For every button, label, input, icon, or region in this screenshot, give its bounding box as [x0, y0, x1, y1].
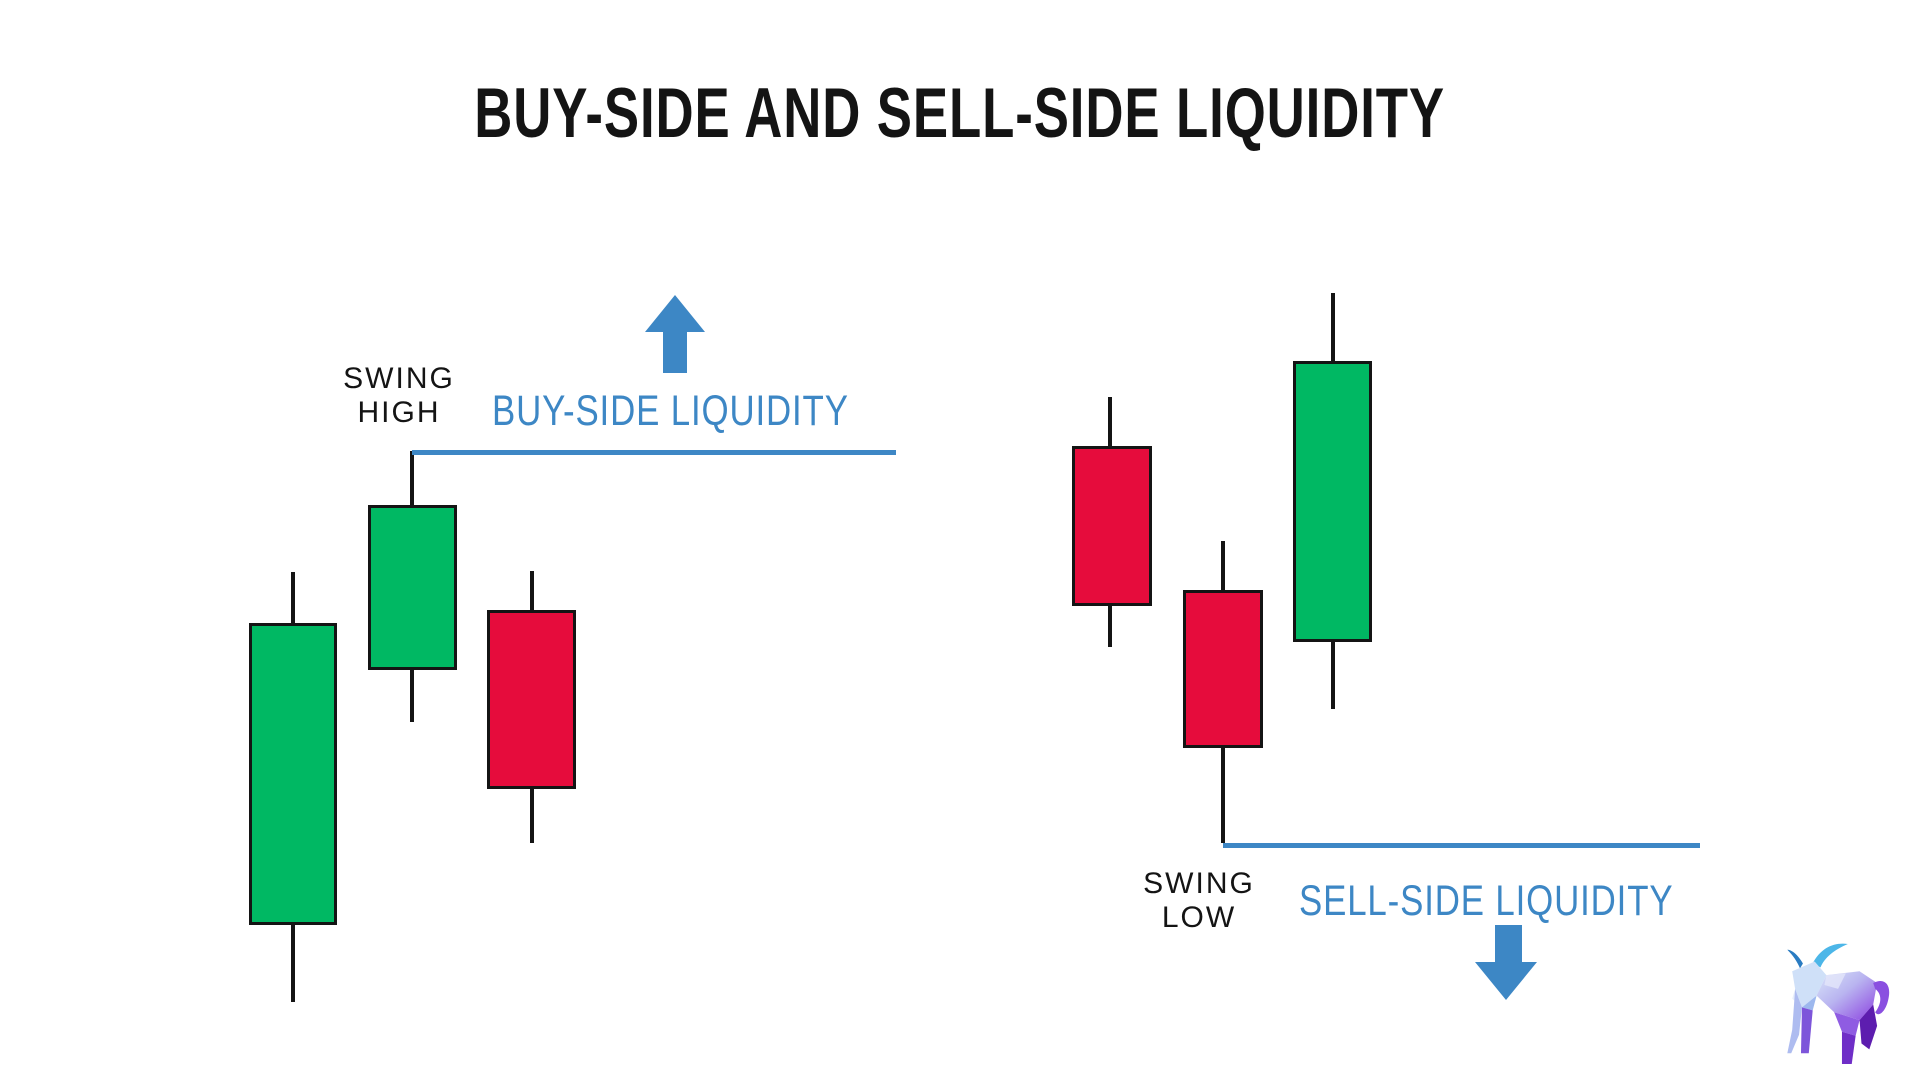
sell-side-liquidity-label: SELL-SIDE LIQUIDITY [1299, 876, 1740, 925]
page-title: BUY-SIDE AND SELL-SIDE LIQUIDITY [0, 72, 1920, 152]
swing-low-example-candle-2-body [1183, 590, 1263, 748]
swing-low-label-line1: SWING [1143, 867, 1255, 900]
down-arrow-icon [1475, 925, 1537, 1000]
sell-side-liquidity-line [1223, 843, 1700, 848]
up-arrow-icon [645, 295, 705, 373]
sell-side-liquidity-label-text: SELL-SIDE LIQUIDITY [1299, 876, 1674, 925]
swing-low-label: SWING LOW [1134, 867, 1264, 935]
swing-high-example-candle-2-body [368, 505, 457, 670]
swing-low-example-candle-1-body [1072, 446, 1152, 606]
buy-side-liquidity-label-text: BUY-SIDE LIQUIDITY [492, 386, 849, 435]
swing-high-example-candle-3-body [487, 610, 576, 789]
swing-high-label-line1: SWING [343, 362, 455, 395]
polygonal-bull-logo-icon [1787, 943, 1890, 1064]
swing-low-example-candle-3-body [1293, 361, 1372, 642]
page-title-text: BUY-SIDE AND SELL-SIDE LIQUIDITY [474, 73, 1446, 153]
swing-high-example-candle-1-body [249, 623, 337, 925]
swing-high-label-line2: HIGH [357, 396, 441, 429]
buy-side-liquidity-label: BUY-SIDE LIQUIDITY [492, 386, 912, 435]
swing-high-label: SWING HIGH [334, 362, 464, 430]
buy-side-liquidity-line [412, 450, 896, 455]
swing-low-label-line2: LOW [1161, 901, 1237, 934]
